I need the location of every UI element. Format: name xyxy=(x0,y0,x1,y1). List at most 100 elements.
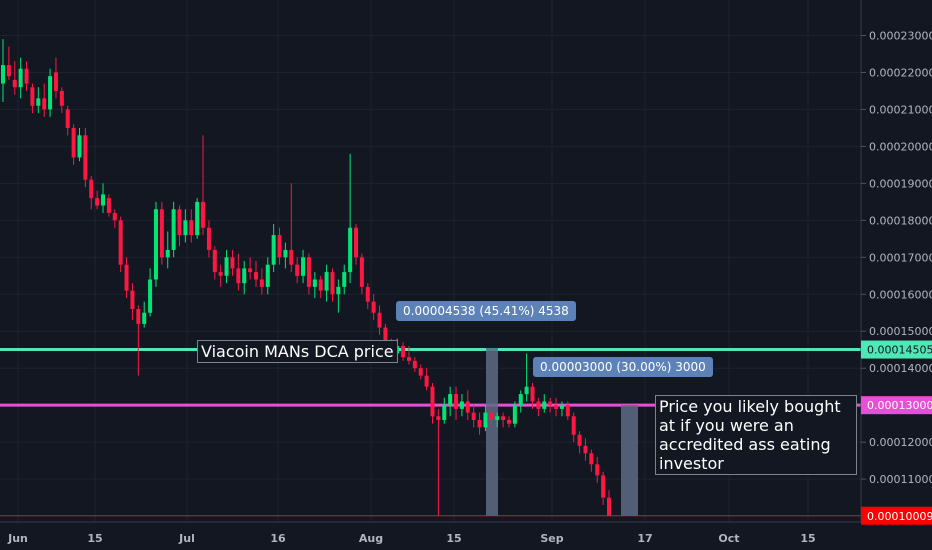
candle-body xyxy=(277,235,282,258)
measure-label-1[interactable]: 0.00004538 (45.41%) 4538 xyxy=(396,301,576,321)
candle-body xyxy=(306,257,311,287)
candle-body xyxy=(471,412,476,420)
y-tick-label: 0.00023000 xyxy=(869,29,932,42)
candle-body xyxy=(477,419,482,428)
candle-body xyxy=(548,401,553,406)
candle-body xyxy=(301,257,306,276)
candle-body xyxy=(506,419,511,424)
candle-body xyxy=(65,109,70,128)
candle-body xyxy=(571,416,576,435)
candle-body xyxy=(601,475,606,498)
candle-body xyxy=(142,312,147,324)
candle-body xyxy=(236,268,241,284)
candle-body xyxy=(365,286,370,302)
candle-body xyxy=(24,68,29,84)
candle-body xyxy=(312,279,317,287)
candle-body xyxy=(95,198,100,206)
price-tag-box xyxy=(861,396,932,415)
candle-body xyxy=(18,68,23,88)
candle-body xyxy=(495,416,500,420)
candle-body xyxy=(183,220,188,236)
price-axis[interactable]: 0.00023000 0.00022000 0.00021000 0.00020000… xyxy=(861,29,932,486)
price-level-tags: 0.00014505 0.00013000 0.00010009 xyxy=(861,340,932,525)
y-tick-label: 0.00022000 xyxy=(869,66,932,79)
candle-body xyxy=(195,201,200,236)
measure-rectangles xyxy=(486,347,638,516)
candle-body xyxy=(124,264,129,291)
candle-body xyxy=(171,209,176,250)
candle-body xyxy=(524,386,529,395)
candle-body xyxy=(101,194,106,206)
candle-body xyxy=(289,249,294,265)
y-tick-label: 0.00012000 xyxy=(869,436,932,449)
chart-grid xyxy=(0,0,861,522)
price-tag-label: 0.00010009 xyxy=(867,510,932,523)
candle-body xyxy=(501,416,506,420)
candle-body xyxy=(483,412,488,428)
y-tick-label: 0.00021000 xyxy=(869,103,932,116)
x-tick-label: Jun xyxy=(7,532,28,545)
price-tag-label: 0.00014505 xyxy=(867,344,932,357)
candle-body xyxy=(71,127,76,158)
candle-body xyxy=(148,279,153,313)
x-tick-label: 17 xyxy=(637,532,652,545)
measure-label-2[interactable]: 0.00003000 (30.00%) 3000 xyxy=(533,357,713,377)
candle-body xyxy=(53,72,58,91)
candle-body xyxy=(295,264,300,276)
y-tick-label: 0.00014000 xyxy=(869,362,932,375)
candle-body xyxy=(189,220,194,236)
candle-body xyxy=(89,179,94,199)
candle-body xyxy=(401,346,406,358)
price-tag-label: 0.00013000 xyxy=(867,399,932,412)
candle-body xyxy=(218,272,223,276)
y-tick-label: 0.00017000 xyxy=(869,251,932,264)
price-tag-box xyxy=(861,506,932,525)
candle-body xyxy=(354,227,359,258)
candle-body xyxy=(442,405,447,420)
candle-body xyxy=(1,65,5,84)
measure-rect xyxy=(621,404,638,516)
y-tick-label: 0.00016000 xyxy=(869,288,932,301)
candle-body xyxy=(607,497,611,517)
x-tick-label: Oct xyxy=(718,532,739,545)
candle-body xyxy=(554,405,559,409)
candle-body xyxy=(283,249,288,258)
candle-body xyxy=(583,445,588,454)
candle-body xyxy=(324,272,329,291)
candle-body xyxy=(36,98,41,106)
candle-body xyxy=(330,272,335,295)
dca-price-annotation[interactable]: Viacoin MANs DCA price xyxy=(197,340,398,363)
candle-body xyxy=(136,309,141,324)
x-tick-label: Sep xyxy=(540,532,563,545)
candle-body xyxy=(536,401,541,409)
candle-body xyxy=(448,394,453,406)
candle-body xyxy=(459,401,464,409)
candle-body xyxy=(159,209,164,258)
candle-body xyxy=(424,375,429,387)
candle-body xyxy=(12,79,17,88)
y-tick-label: 0.00018000 xyxy=(869,214,932,227)
candle-body xyxy=(559,405,564,409)
investor-price-annotation[interactable]: Price you likely bought at if you were a… xyxy=(655,395,857,475)
candle-body xyxy=(206,227,211,250)
candle-body xyxy=(595,464,600,476)
x-tick-label: 15 xyxy=(87,532,102,545)
candle-body xyxy=(371,301,376,313)
candle-body xyxy=(512,405,517,424)
candle-body xyxy=(342,272,347,287)
x-tick-label: Jul xyxy=(178,532,195,545)
candle-body xyxy=(406,357,411,361)
candle-body xyxy=(377,312,382,328)
x-tick-label: 15 xyxy=(446,532,461,545)
x-tick-label: Aug xyxy=(359,532,383,545)
time-axis[interactable]: Jun 15 Jul 16 Aug 15 Sep 17 Oct 15 xyxy=(7,532,816,545)
candle-body xyxy=(383,327,388,347)
candle-body xyxy=(165,249,170,258)
candle-body xyxy=(48,76,53,110)
price-tag-box xyxy=(861,340,932,359)
candle-body xyxy=(130,290,135,310)
candle-body xyxy=(112,212,117,221)
y-tick-label: 0.00019000 xyxy=(869,177,932,190)
candle-body xyxy=(589,453,594,465)
